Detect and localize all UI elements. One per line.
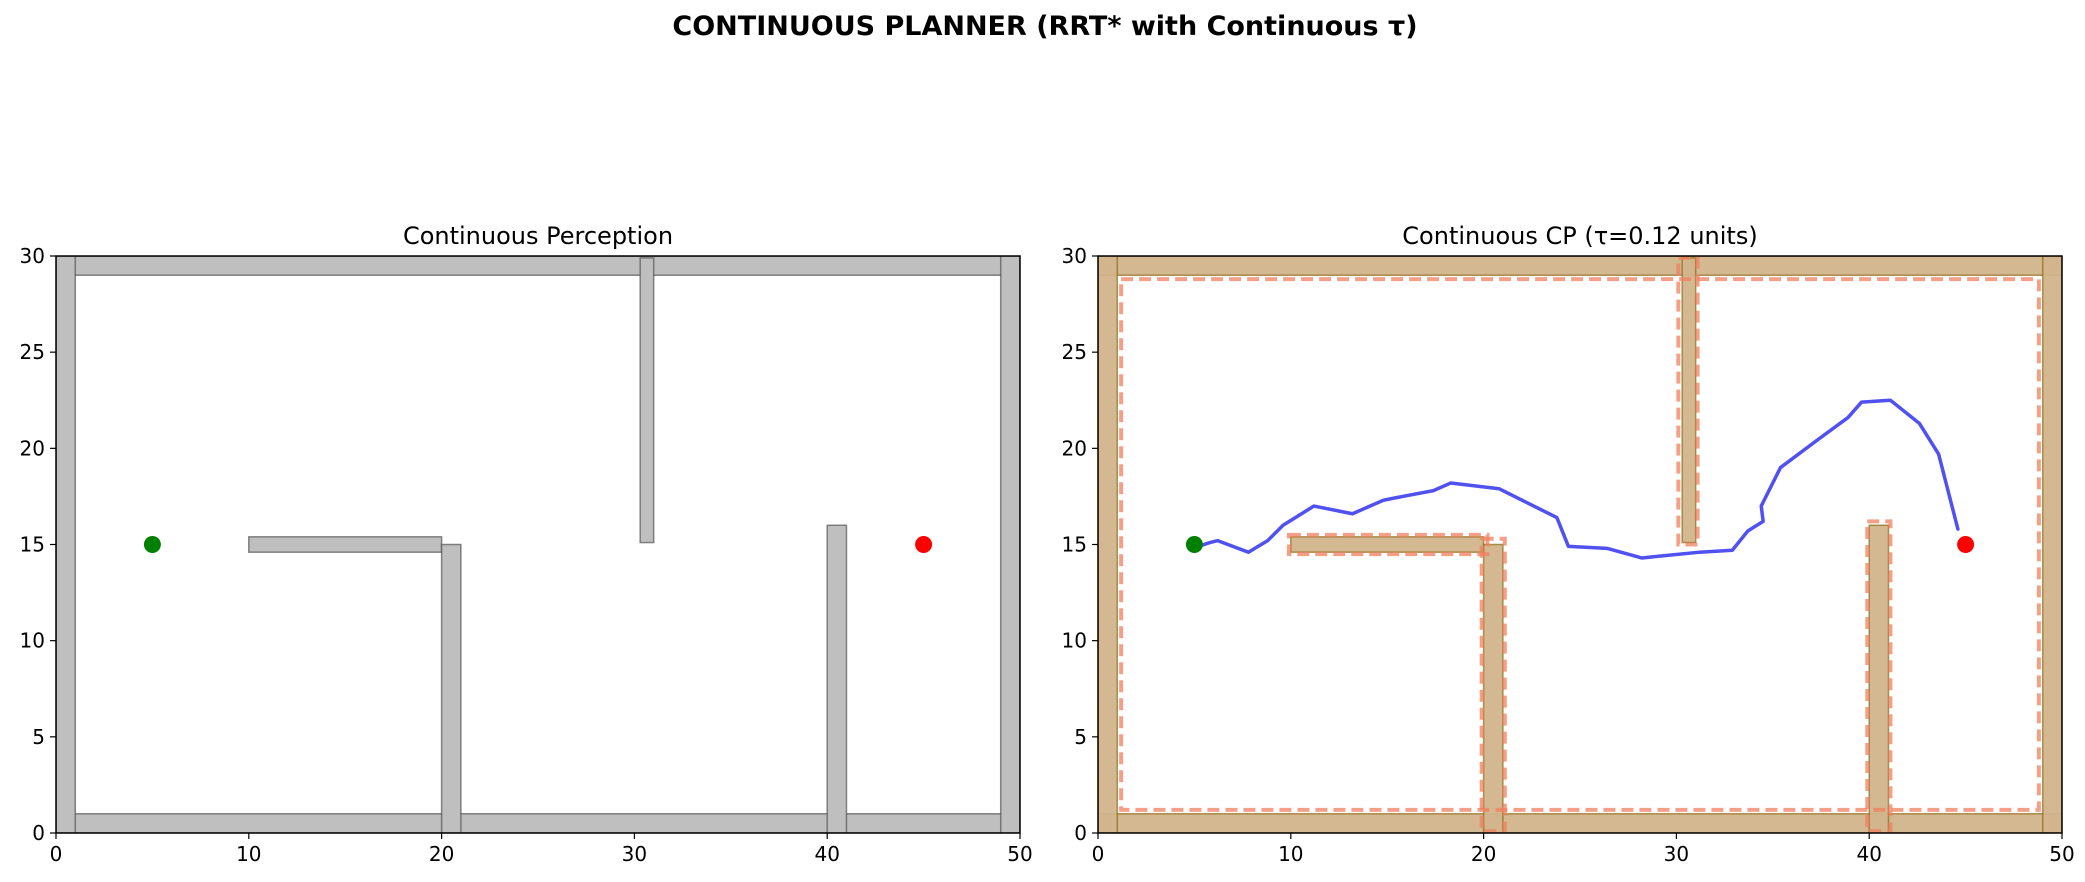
x-tick-label: 20 [1471,842,1496,866]
x-tick-label: 10 [1278,842,1303,866]
axes-frame [55,255,1021,834]
obstacle-6 [1681,257,1697,544]
obstacle-1 [56,256,1020,276]
y-tick-label: 0 [1074,821,1087,845]
x-tick-label: 50 [1007,842,1032,866]
x-tick-label: 20 [429,842,454,866]
y-tick-label: 0 [32,821,45,845]
obstacle-7 [826,524,848,833]
x-tick-label: 30 [622,842,647,866]
y-tick-label: 20 [20,436,45,460]
x-tick-label: 30 [1664,842,1689,866]
x-tick-label: 0 [50,842,63,866]
obstacle-4 [1290,536,1485,553]
inflated-boundary-4 [1865,519,1893,833]
y-tick-label: 5 [1074,725,1087,749]
x-tick-label: 10 [236,842,261,866]
obstacle-4 [248,536,443,553]
obstacle-3 [2041,256,2062,833]
y-tick-label: 25 [20,340,45,364]
x-tick-label: 50 [2049,842,2074,866]
obstacle-5 [1482,543,1504,833]
obstacle-0 [56,813,1020,833]
chart-panel-continuous-cp: 0 10 20 30 40 50 0 5 10 15 20 25 30 Continuous CP (τ=… [1062,222,2075,866]
x-tick-label: 40 [814,842,839,866]
obstacle-1 [1098,256,2062,276]
y-tick-label: 15 [1062,533,1087,557]
obstacle-2 [56,256,77,833]
y-tick-label: 10 [1062,629,1087,653]
inflated-boundary-3 [1676,256,1700,547]
start-point [1185,536,1203,553]
obstacle-7 [1868,524,1890,833]
start-point [143,536,161,553]
inflated-boundary-0 [1119,277,2041,812]
chart-panel-perception: 0 10 20 30 40 50 0 5 10 15 20 25 30 Continuous Percep… [20,222,1033,866]
goal-point [915,536,933,553]
y-tick-label: 15 [20,533,45,557]
inflated-boundary-2 [1479,536,1507,833]
y-tick-label: 25 [1062,340,1087,364]
goal-point [1957,536,1975,553]
obstacle-3 [999,256,1020,833]
x-tick-label: 0 [1092,842,1105,866]
plot-area [56,256,1020,833]
y-tick-label: 10 [20,629,45,653]
chart-title: Continuous Perception [403,222,673,250]
inflated-boundary-1 [1286,532,1490,557]
figure-suptitle: CONTINUOUS PLANNER (RRT* with Continuous… [672,11,1417,42]
y-tick-label: 30 [1062,244,1087,268]
planned-path-line [1196,398,1960,560]
obstacle-5 [440,543,462,833]
axes-frame [1097,255,2063,834]
plot-area [1098,256,2062,833]
x-tick-label: 40 [1856,842,1881,866]
obstacle-2 [1098,256,1119,833]
y-tick-label: 20 [1062,436,1087,460]
obstacle-0 [1098,813,2062,833]
y-tick-label: 30 [20,244,45,268]
y-tick-label: 5 [32,725,45,749]
obstacle-6 [639,257,655,544]
chart-title: Continuous CP (τ=0.12 units) [1402,222,1757,250]
